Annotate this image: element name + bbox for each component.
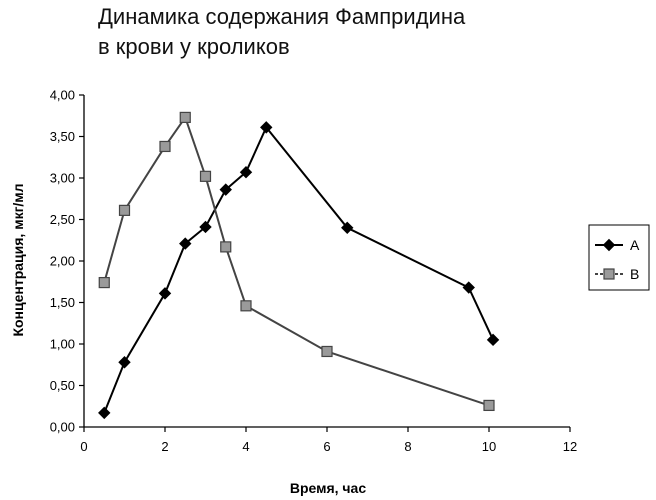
legend-label-A: A <box>630 237 640 253</box>
legend-label-B: B <box>630 266 639 282</box>
y-tick-label: 1,50 <box>50 295 75 310</box>
x-axis-label: Время, час <box>290 480 366 496</box>
y-tick-label: 1,00 <box>50 337 75 352</box>
series-B-point <box>118 204 131 216</box>
series-A-point <box>98 406 111 420</box>
x-tick-label: 12 <box>563 439 577 454</box>
series-B-point <box>179 111 191 124</box>
x-tick-label: 10 <box>482 439 496 454</box>
y-tick-label: 4,00 <box>50 88 75 103</box>
series-B-point <box>98 276 110 289</box>
series-B-point <box>159 140 171 153</box>
series-A-point <box>239 165 253 179</box>
axes <box>79 94 571 432</box>
y-axis-label: Концентрация, мкг/мл <box>10 183 26 336</box>
series-A-line <box>103 125 494 414</box>
series-A-point <box>118 356 131 369</box>
series-A-point <box>462 281 475 294</box>
x-tick-label: 0 <box>80 439 87 454</box>
legend: AB <box>588 224 650 291</box>
y-tick-label: 0,00 <box>50 420 75 435</box>
legend-marker-A <box>602 238 616 252</box>
x-tick-label: 4 <box>242 439 249 454</box>
series-B-point <box>240 300 252 312</box>
chart-subtitle: в крови у кроликов <box>98 34 290 59</box>
y-tick-label: 3,50 <box>50 129 75 144</box>
series-A-point <box>199 220 212 234</box>
series-A-point <box>260 121 273 134</box>
x-tick-label: 2 <box>161 439 168 454</box>
series-A-point <box>179 237 192 250</box>
series-A-point <box>341 221 354 235</box>
series-B-point <box>483 399 495 412</box>
tick-labels: 0,00 0,50 1,00 1,50 2,00 2,50 3,00 3,50 4,00 0 2 4 6… <box>50 88 578 455</box>
series-A <box>98 121 500 420</box>
series-B <box>98 111 495 412</box>
x-tick-label: 6 <box>323 439 330 454</box>
y-tick-label: 2,50 <box>50 212 75 227</box>
series-B-point <box>321 345 333 358</box>
x-tick-label: 8 <box>404 439 411 454</box>
y-tick-label: 0,50 <box>50 378 75 393</box>
chart-title: Динамика содержания Фампридина <box>98 4 466 29</box>
series-B-point <box>220 241 232 253</box>
series-A-point <box>486 333 500 347</box>
series-A-point <box>158 287 172 300</box>
series-B-point <box>199 170 212 182</box>
legend-marker-B <box>603 268 615 280</box>
y-tick-label: 2,00 <box>50 254 75 269</box>
legend-box <box>588 224 650 291</box>
series-B-line <box>103 115 490 407</box>
y-tick-label: 3,00 <box>50 171 75 186</box>
series-layer <box>98 111 500 420</box>
series-A-point <box>219 183 232 196</box>
